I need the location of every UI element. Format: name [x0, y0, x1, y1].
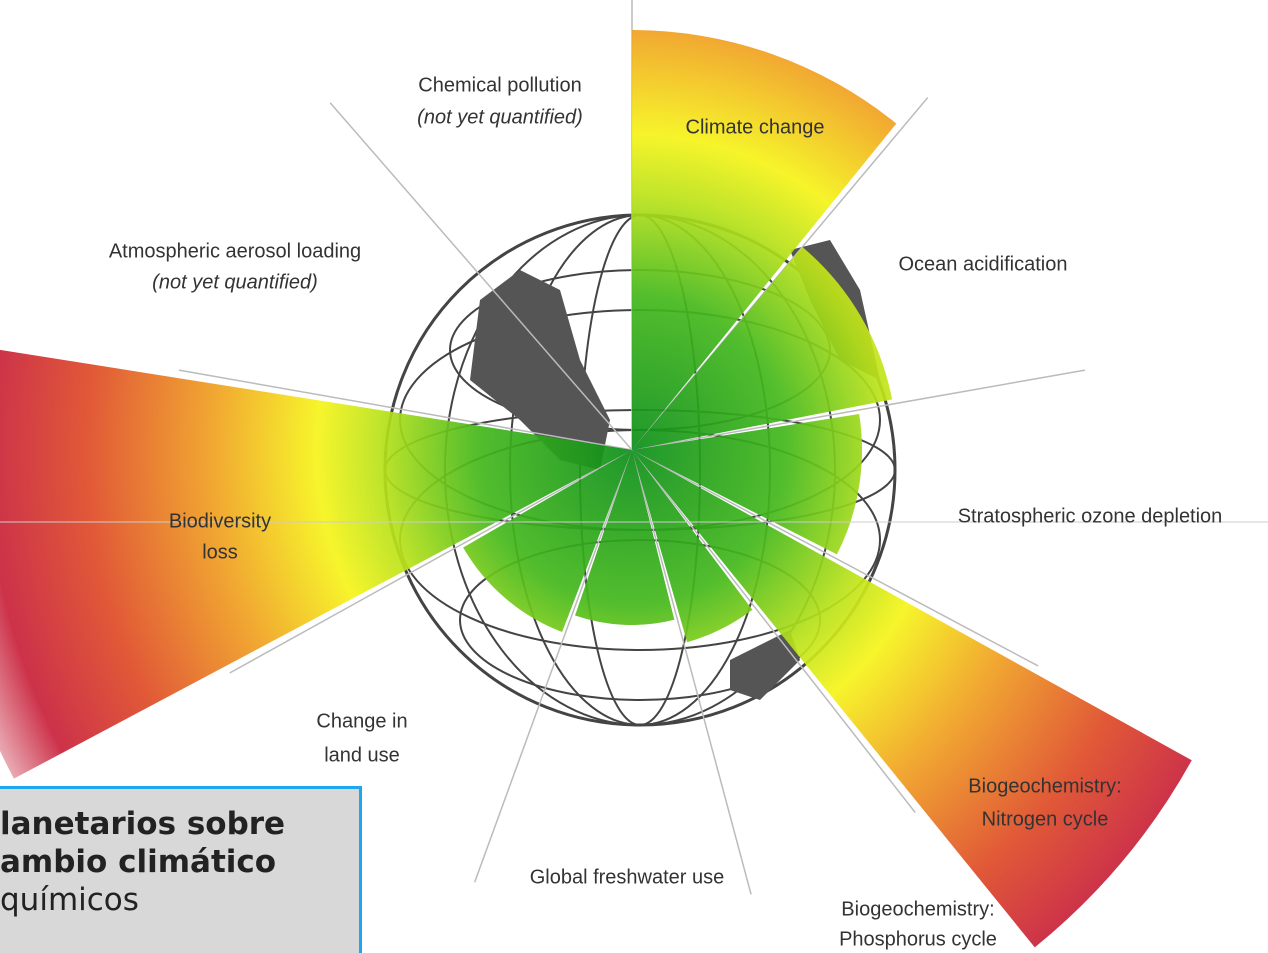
caption-line: ambio climático	[0, 844, 277, 880]
axis-line	[631, 449, 916, 813]
labels: Chemical pollution (not yet quantified) …	[109, 74, 1223, 950]
axis-line	[329, 102, 633, 451]
caption-box: lanetarios sobre ambio climático químico…	[0, 786, 362, 953]
label: Phosphorus cycle	[839, 928, 997, 950]
caption-line: lanetarios sobre	[0, 806, 286, 842]
axis-line	[178, 369, 633, 451]
label: Biodiversity	[169, 510, 271, 532]
wedges	[0, 30, 1192, 948]
label: land use	[324, 744, 400, 766]
label: Climate change	[686, 116, 825, 138]
label: Change in	[316, 710, 407, 732]
boundary-wedge	[632, 414, 862, 555]
label: Stratospheric ozone depletion	[958, 505, 1223, 527]
axis-line	[631, 369, 1086, 451]
boundary-wedge	[575, 450, 675, 626]
label: Nitrogen cycle	[982, 808, 1109, 830]
axis-line	[631, 449, 752, 895]
axis-line	[229, 449, 633, 674]
label: Atmospheric aerosol loading	[109, 240, 361, 262]
label: Chemical pollution	[418, 74, 581, 96]
boundary-wedge	[632, 450, 1192, 948]
label: Biogeochemistry:	[968, 775, 1121, 797]
boundary-wedge	[463, 450, 632, 633]
boundary-wedge	[632, 450, 753, 643]
label: Biogeochemistry:	[841, 898, 994, 920]
boundary-wedge	[0, 349, 632, 779]
caption-line: químicos	[0, 882, 139, 918]
label: Global freshwater use	[530, 866, 725, 888]
label: (not yet quantified)	[417, 106, 583, 128]
boundary-wedge	[632, 246, 893, 450]
boundary-wedge	[632, 30, 897, 450]
label: Ocean acidification	[899, 253, 1068, 275]
axis-line	[631, 449, 1039, 667]
label: (not yet quantified)	[152, 271, 318, 293]
label: loss	[202, 541, 238, 563]
